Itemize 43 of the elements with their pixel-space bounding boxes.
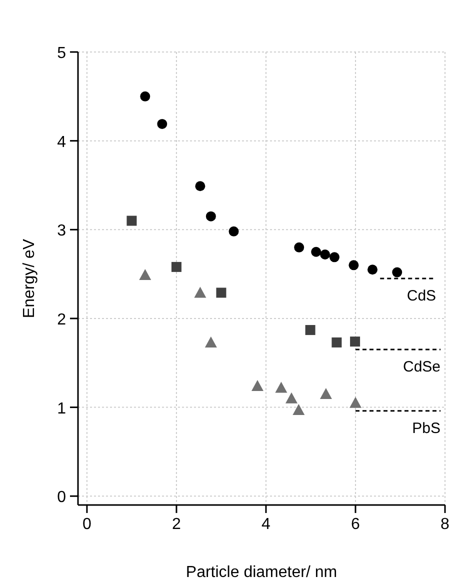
point bbox=[367, 264, 378, 275]
y-axis-title: Energy/ eV bbox=[21, 238, 38, 318]
point bbox=[157, 118, 168, 129]
point bbox=[216, 288, 226, 298]
point bbox=[251, 380, 264, 391]
point bbox=[332, 337, 342, 348]
point bbox=[348, 260, 359, 270]
y-tick-label: 1 bbox=[57, 400, 66, 418]
point bbox=[350, 336, 360, 347]
point bbox=[349, 396, 362, 408]
y-tick-label: 4 bbox=[57, 134, 66, 151]
point bbox=[311, 246, 322, 257]
point bbox=[204, 336, 217, 348]
x-tick-label: 2 bbox=[172, 516, 182, 533]
point bbox=[305, 325, 316, 336]
point bbox=[126, 216, 137, 226]
y-tick-label: 0 bbox=[57, 489, 66, 506]
series-label: PbS bbox=[412, 420, 441, 437]
series-label: CdSe bbox=[402, 358, 441, 376]
y-tick-label: 3 bbox=[57, 222, 66, 240]
point bbox=[294, 242, 304, 252]
point bbox=[329, 252, 340, 262]
series-label: CdS bbox=[406, 288, 436, 304]
point bbox=[320, 250, 330, 260]
point bbox=[285, 392, 298, 404]
x-tick-label: 6 bbox=[351, 516, 360, 533]
point bbox=[292, 404, 305, 415]
x-tick-label: 4 bbox=[262, 516, 271, 533]
point bbox=[275, 382, 288, 393]
x-tick-label: 0 bbox=[82, 516, 92, 533]
point bbox=[194, 286, 206, 298]
point bbox=[140, 91, 150, 102]
point bbox=[392, 267, 402, 278]
x-tick-label: 8 bbox=[440, 516, 450, 533]
x-axis-title: Particle diameter/ nm bbox=[186, 564, 338, 581]
point bbox=[195, 181, 206, 192]
point bbox=[228, 226, 239, 236]
point bbox=[206, 211, 216, 222]
point bbox=[320, 388, 332, 399]
y-tick-label: 5 bbox=[57, 45, 66, 62]
y-tick-label: 2 bbox=[57, 311, 66, 328]
point bbox=[139, 268, 152, 280]
point bbox=[171, 262, 182, 272]
